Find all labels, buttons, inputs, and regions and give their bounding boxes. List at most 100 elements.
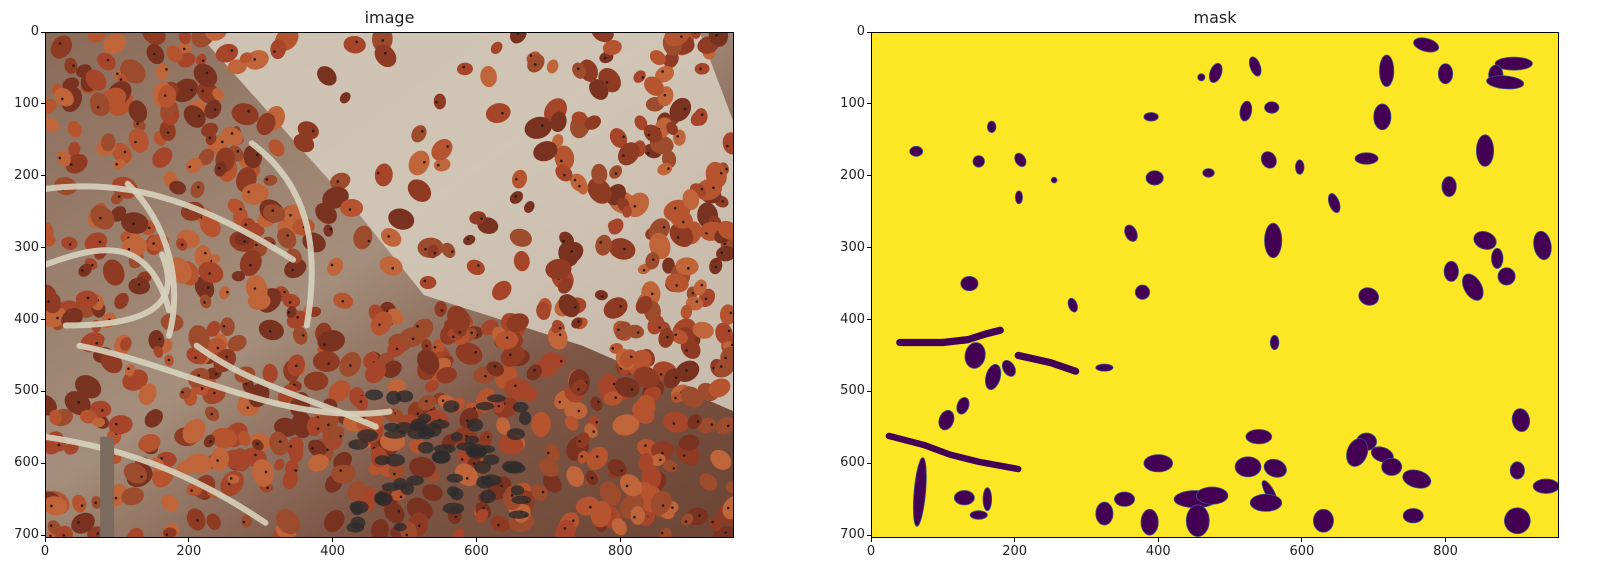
ladybug (54, 87, 74, 107)
ladybug (650, 453, 666, 467)
ladybug (456, 62, 473, 76)
ladybug (492, 280, 512, 301)
ladybug (663, 368, 682, 389)
ladybug-spot (719, 365, 723, 368)
ladybug-spot (244, 382, 248, 386)
ladybug (709, 516, 722, 532)
ladybug (659, 527, 672, 538)
ladybug (263, 174, 278, 186)
mask-ytick-label: 100 (840, 95, 865, 111)
mask-blob (1197, 73, 1206, 82)
ladybug (308, 439, 327, 457)
ladybug (262, 363, 278, 384)
ladybug-spot (80, 504, 84, 507)
ladybug-spot (681, 220, 685, 224)
ladybug-spot (213, 108, 217, 111)
mask-blob (1202, 168, 1215, 178)
ladybug-spot (58, 42, 62, 45)
ladybug (71, 512, 95, 534)
ladybug (223, 450, 246, 470)
mask-ytick (867, 319, 871, 320)
ladybug (252, 459, 275, 487)
ladybug-spot (623, 247, 626, 251)
ladybug (571, 379, 587, 395)
ladybug-spot (180, 243, 184, 246)
dark-ladybug (374, 491, 388, 505)
ladybug-spot (486, 435, 490, 439)
ladybug-spot (533, 368, 536, 372)
dark-ladybug (406, 475, 424, 486)
ladybug (198, 148, 215, 166)
image-xtick (188, 538, 190, 542)
ladybug-spot (420, 129, 424, 133)
ladybug-spot (287, 311, 290, 314)
ladybug (455, 342, 483, 365)
ladybug-spot (60, 97, 64, 101)
ladybug-spot (165, 68, 168, 71)
ladybug (191, 32, 216, 48)
ladybug (692, 321, 714, 339)
image-xtick-label: 800 (607, 544, 633, 559)
ladybug-spot (424, 247, 427, 251)
ladybug (425, 380, 439, 393)
ladybug (678, 434, 700, 451)
ladybug-spot (472, 462, 476, 465)
ladybug (662, 257, 675, 274)
mask-ytick-label: 600 (840, 455, 865, 471)
ladybug (586, 446, 608, 470)
dark-ladybug (350, 516, 366, 530)
ladybug (719, 304, 734, 325)
ladybug-spot (288, 301, 292, 304)
ladybug-spot (190, 489, 193, 492)
ladybug (210, 447, 229, 472)
ladybug-spot (397, 509, 401, 513)
ladybug-spot (573, 178, 577, 182)
ladybug-spot (359, 400, 363, 404)
ladybug-spot (700, 283, 704, 287)
ladybug-spot (218, 166, 221, 170)
mask-blob (1346, 438, 1369, 467)
twig (76, 342, 393, 417)
image-ytick-label: 300 (14, 239, 39, 255)
mask-blob (1145, 170, 1164, 186)
image-panel-title: image (364, 8, 415, 27)
ladybug-spot (94, 501, 97, 505)
ladybug (658, 328, 674, 348)
ladybug (212, 88, 224, 101)
ladybug (49, 409, 62, 426)
ladybug-spot (458, 330, 462, 334)
ladybug-spot (497, 404, 501, 408)
mask-blob (1381, 457, 1403, 476)
ladybug (635, 296, 653, 314)
ladybug-spot (56, 316, 59, 320)
ladybug-spot (590, 476, 594, 480)
ladybug (619, 349, 637, 368)
ladybug-spot (592, 430, 596, 433)
dark-ladybug (512, 401, 529, 413)
ladybug (571, 111, 587, 124)
ladybug-spot (416, 324, 419, 328)
mask-blob (1143, 112, 1159, 122)
mask-blob (1263, 458, 1287, 478)
ladybug-spot (206, 286, 210, 289)
ladybug-spot (62, 534, 65, 537)
ladybug (97, 52, 116, 71)
ladybug-spot (399, 495, 403, 499)
ladybug (219, 286, 230, 300)
ladybug (198, 261, 224, 284)
ladybug-spot (167, 358, 171, 362)
ladybug-spot (576, 67, 580, 71)
ladybug-spot (99, 216, 102, 220)
ladybug-spot (273, 50, 276, 54)
ladybug (554, 145, 575, 171)
mask-blob (1402, 469, 1432, 489)
mask-blob (1185, 504, 1210, 537)
mask-blob (1295, 159, 1305, 175)
ladybug (210, 427, 237, 449)
ladybug (433, 93, 446, 110)
ladybug (185, 453, 213, 474)
dark-ladybug (374, 455, 391, 466)
ladybug (427, 244, 439, 259)
mask-xtick-label: 200 (1002, 544, 1028, 559)
ladybug (221, 126, 243, 146)
